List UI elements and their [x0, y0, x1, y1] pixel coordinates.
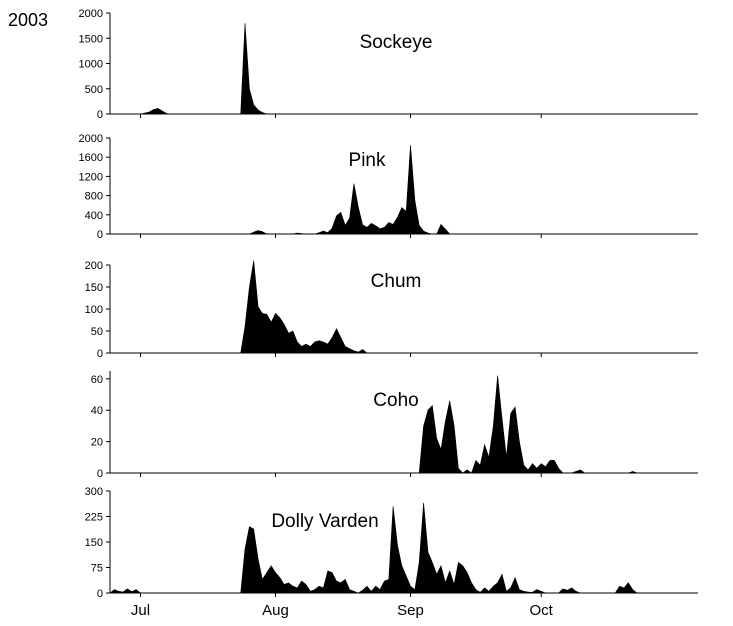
xtick-label-jul: Jul: [131, 602, 150, 619]
species-label-sockeye: Sockeye: [360, 32, 433, 53]
coho-ytick-label: 60: [91, 374, 103, 386]
panel-pink: 0 400 800 1200 1600 2000 Pink: [79, 133, 698, 241]
sockeye-ytick-label: 0: [97, 109, 103, 121]
pink-ytick-label: 1600: [79, 152, 103, 164]
chum-ytick-label: 50: [91, 326, 103, 338]
chum-area: [240, 260, 368, 354]
dolly-varden-ytick-label: 150: [85, 537, 103, 549]
chum-ytick-label: 150: [85, 282, 103, 294]
year-label: 2003: [8, 10, 48, 30]
species-label-coho: Coho: [373, 390, 418, 411]
chum-ytick-label: 200: [85, 260, 103, 272]
sockeye-ytick-label: 1500: [79, 33, 103, 45]
coho-ytick-label: 0: [97, 468, 103, 480]
pink-ytick-label: 400: [85, 210, 103, 222]
dolly-varden-area: [109, 502, 638, 594]
xtick-label-aug: Aug: [262, 602, 289, 619]
coho-ytick-label: 20: [91, 437, 103, 449]
species-label-chum: Chum: [371, 271, 422, 292]
pink-ytick-label: 1200: [79, 171, 103, 183]
sockeye-ytick-label: 500: [85, 84, 103, 96]
xtick-label-oct: Oct: [530, 602, 554, 619]
pink-ytick-label: 800: [85, 191, 103, 203]
chum-ytick-label: 100: [85, 304, 103, 316]
pink-area: [249, 145, 451, 235]
panel-coho: 0 20 40 60 Coho: [91, 371, 698, 480]
pink-ytick-label: 2000: [79, 133, 103, 145]
panel-dolly-varden: 0 75 150 225 300 Dolly Varden: [85, 486, 698, 600]
pink-ytick-label: 0: [97, 229, 103, 241]
coho-ytick-label: 40: [91, 405, 103, 417]
sockeye-area: [140, 23, 267, 115]
sockeye-ytick-label: 2000: [79, 8, 103, 20]
dolly-varden-ytick-label: 225: [85, 512, 103, 524]
panel-sockeye: 0 500 1000 1500 2000 Sockeye: [79, 8, 698, 121]
sockeye-ytick-label: 1000: [79, 59, 103, 71]
dolly-varden-ytick-label: 0: [97, 588, 103, 600]
chum-ytick-label: 0: [97, 348, 103, 360]
panel-chum: 0 50 100 150 200 Chum: [85, 260, 698, 360]
dolly-varden-ytick-label: 75: [91, 563, 103, 575]
dolly-varden-ytick-label: 300: [85, 486, 103, 498]
panels: 0500100015002000Sockeye04008001200160020…: [79, 8, 698, 619]
species-label-dolly-varden: Dolly Varden: [271, 511, 378, 532]
species-label-pink: Pink: [349, 150, 386, 171]
xtick-label-sep: Sep: [397, 602, 424, 619]
coho-area: [418, 375, 638, 474]
